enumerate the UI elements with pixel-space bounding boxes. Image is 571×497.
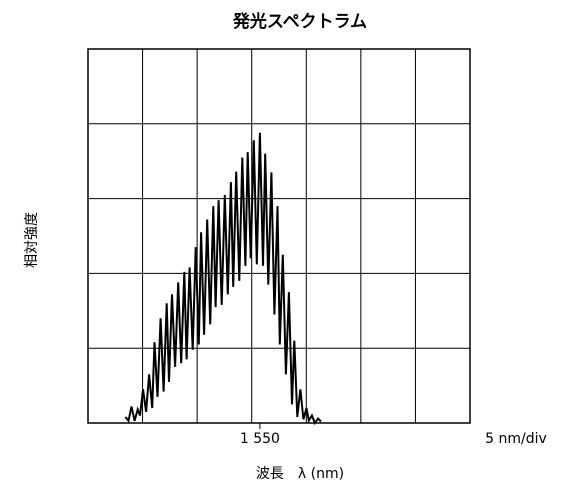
x-tick-label: 1 550 xyxy=(240,431,280,447)
grid-lines xyxy=(88,49,470,423)
y-axis-label: 相対強度 xyxy=(24,212,40,268)
x-scale-label: 5 nm/div xyxy=(485,431,547,447)
chart-title: 発光スペクトラム xyxy=(232,11,367,32)
plot-area xyxy=(87,48,471,424)
x-axis-label: 波長 λ (nm) xyxy=(256,466,344,482)
spectrum-line xyxy=(124,132,322,426)
